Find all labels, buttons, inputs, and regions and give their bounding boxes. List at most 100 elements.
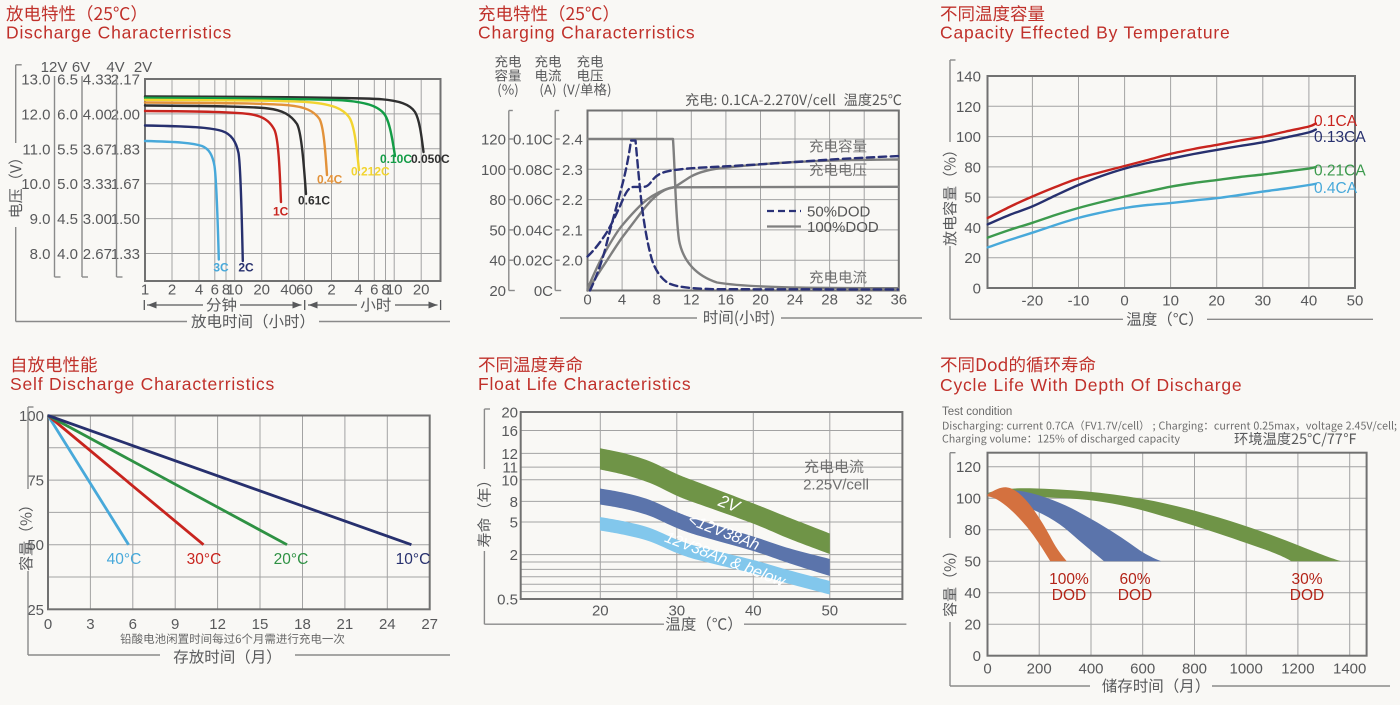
svg-text:5: 5 [510, 515, 518, 532]
svg-text:3: 3 [86, 616, 94, 633]
svg-text:50: 50 [1347, 293, 1364, 310]
svg-text:30: 30 [1254, 293, 1271, 310]
svg-text:20: 20 [592, 603, 609, 620]
svg-text:20: 20 [253, 282, 270, 299]
svg-text:0.5: 0.5 [497, 592, 518, 609]
svg-text:24: 24 [787, 292, 804, 309]
svg-text:40: 40 [1301, 293, 1318, 310]
svg-text:36: 36 [890, 292, 907, 309]
svg-text:Discharge Characterristics: Discharge Characterristics [6, 23, 232, 43]
svg-text:30°C: 30°C [187, 551, 222, 568]
svg-text:10: 10 [226, 282, 243, 299]
svg-text:80: 80 [964, 522, 981, 539]
svg-text:Cycle Life With Depth Of Disch: Cycle Life With Depth Of Discharge [940, 375, 1242, 395]
svg-text:2: 2 [327, 282, 335, 299]
svg-text:Self Discharge Characterristic: Self Discharge Characterristics [10, 374, 275, 394]
svg-text:20: 20 [489, 283, 506, 300]
svg-text:32: 32 [856, 292, 873, 309]
svg-text:Charging Characterristics: Charging Characterristics [478, 23, 695, 43]
svg-text:9: 9 [171, 616, 179, 633]
svg-text:-20: -20 [1022, 293, 1044, 310]
svg-text:0.02C: 0.02C [513, 253, 553, 270]
svg-text:0: 0 [44, 616, 52, 633]
svg-text:6: 6 [129, 616, 137, 633]
svg-text:10: 10 [386, 282, 403, 299]
svg-text:16: 16 [718, 292, 735, 309]
svg-text:0.4C: 0.4C [317, 173, 343, 187]
svg-text:2.3: 2.3 [562, 162, 583, 179]
svg-text:200: 200 [1027, 661, 1052, 678]
svg-text:0C: 0C [534, 283, 553, 300]
svg-text:40: 40 [745, 603, 762, 620]
svg-text:2: 2 [510, 547, 518, 564]
svg-text:11.0: 11.0 [22, 141, 50, 158]
svg-text:Capacity Effected By Temperatu: Capacity Effected By Temperature [940, 23, 1231, 43]
svg-text:20: 20 [964, 617, 981, 634]
svg-text:2C: 2C [238, 261, 254, 275]
svg-text:21: 21 [337, 616, 354, 633]
svg-text:50: 50 [821, 603, 838, 620]
svg-text:0: 0 [983, 661, 991, 678]
svg-text:12: 12 [683, 292, 700, 309]
svg-text:80: 80 [489, 192, 506, 209]
svg-text:16: 16 [501, 423, 518, 440]
svg-text:2.1: 2.1 [562, 222, 583, 239]
svg-text:10: 10 [501, 472, 518, 489]
svg-text:100%: 100% [1049, 571, 1089, 588]
svg-text:4: 4 [618, 292, 626, 309]
svg-text:1C: 1C [273, 205, 289, 219]
svg-text:28: 28 [821, 292, 838, 309]
svg-text:50: 50 [964, 554, 981, 571]
svg-text:6.5: 6.5 [57, 72, 78, 89]
svg-text:0.04C: 0.04C [513, 222, 553, 239]
svg-text:8: 8 [222, 282, 230, 299]
svg-text:8: 8 [510, 494, 518, 511]
svg-text:20°C: 20°C [274, 551, 309, 568]
svg-text:10.0: 10.0 [21, 176, 50, 193]
svg-text:1.67: 1.67 [111, 176, 140, 193]
svg-text:20: 20 [501, 405, 518, 422]
svg-text:120: 120 [956, 99, 981, 116]
svg-text:0.4CA: 0.4CA [1314, 180, 1358, 197]
svg-text:4V: 4V [106, 59, 124, 76]
svg-text:20: 20 [752, 292, 769, 309]
svg-text:6V: 6V [72, 59, 90, 76]
svg-text:13.0: 13.0 [21, 72, 50, 89]
svg-text:40: 40 [489, 253, 506, 270]
svg-text:9.0: 9.0 [30, 211, 51, 228]
svg-text:400: 400 [1078, 661, 1103, 678]
svg-text:1.33: 1.33 [111, 246, 140, 263]
svg-text:2.17: 2.17 [111, 72, 140, 89]
svg-text:18: 18 [294, 616, 311, 633]
svg-text:75: 75 [27, 473, 44, 490]
svg-text:20: 20 [1208, 293, 1225, 310]
svg-text:15: 15 [252, 616, 269, 633]
svg-text:0.1CA: 0.1CA [1314, 113, 1358, 130]
svg-text:8.0: 8.0 [30, 246, 51, 263]
svg-text:4.0: 4.0 [57, 246, 78, 263]
svg-text:4.00: 4.00 [83, 106, 112, 123]
svg-text:1: 1 [141, 282, 149, 299]
svg-text:140: 140 [956, 69, 981, 86]
svg-text:2.4: 2.4 [562, 132, 583, 149]
svg-text:0.10C: 0.10C [513, 132, 553, 149]
svg-text:0.13CA: 0.13CA [1314, 129, 1366, 146]
svg-text:0: 0 [1120, 293, 1128, 310]
svg-text:2.0: 2.0 [562, 253, 583, 270]
svg-text:30: 30 [668, 603, 685, 620]
svg-text:12V: 12V [41, 59, 68, 76]
svg-text:3.67: 3.67 [83, 141, 112, 158]
svg-text:40°C: 40°C [107, 551, 142, 568]
svg-text:600: 600 [1130, 661, 1155, 678]
svg-text:0: 0 [973, 648, 981, 665]
svg-text:20: 20 [413, 282, 430, 299]
svg-text:0.61C: 0.61C [298, 194, 330, 208]
svg-text:40: 40 [964, 585, 981, 602]
svg-text:20: 20 [964, 250, 981, 267]
svg-text:800: 800 [1182, 661, 1207, 678]
svg-text:0.21CA: 0.21CA [1314, 163, 1366, 180]
svg-text:4: 4 [354, 282, 362, 299]
svg-text:120: 120 [956, 459, 981, 476]
svg-text:1400: 1400 [1333, 661, 1366, 678]
svg-text:10: 10 [1162, 293, 1179, 310]
